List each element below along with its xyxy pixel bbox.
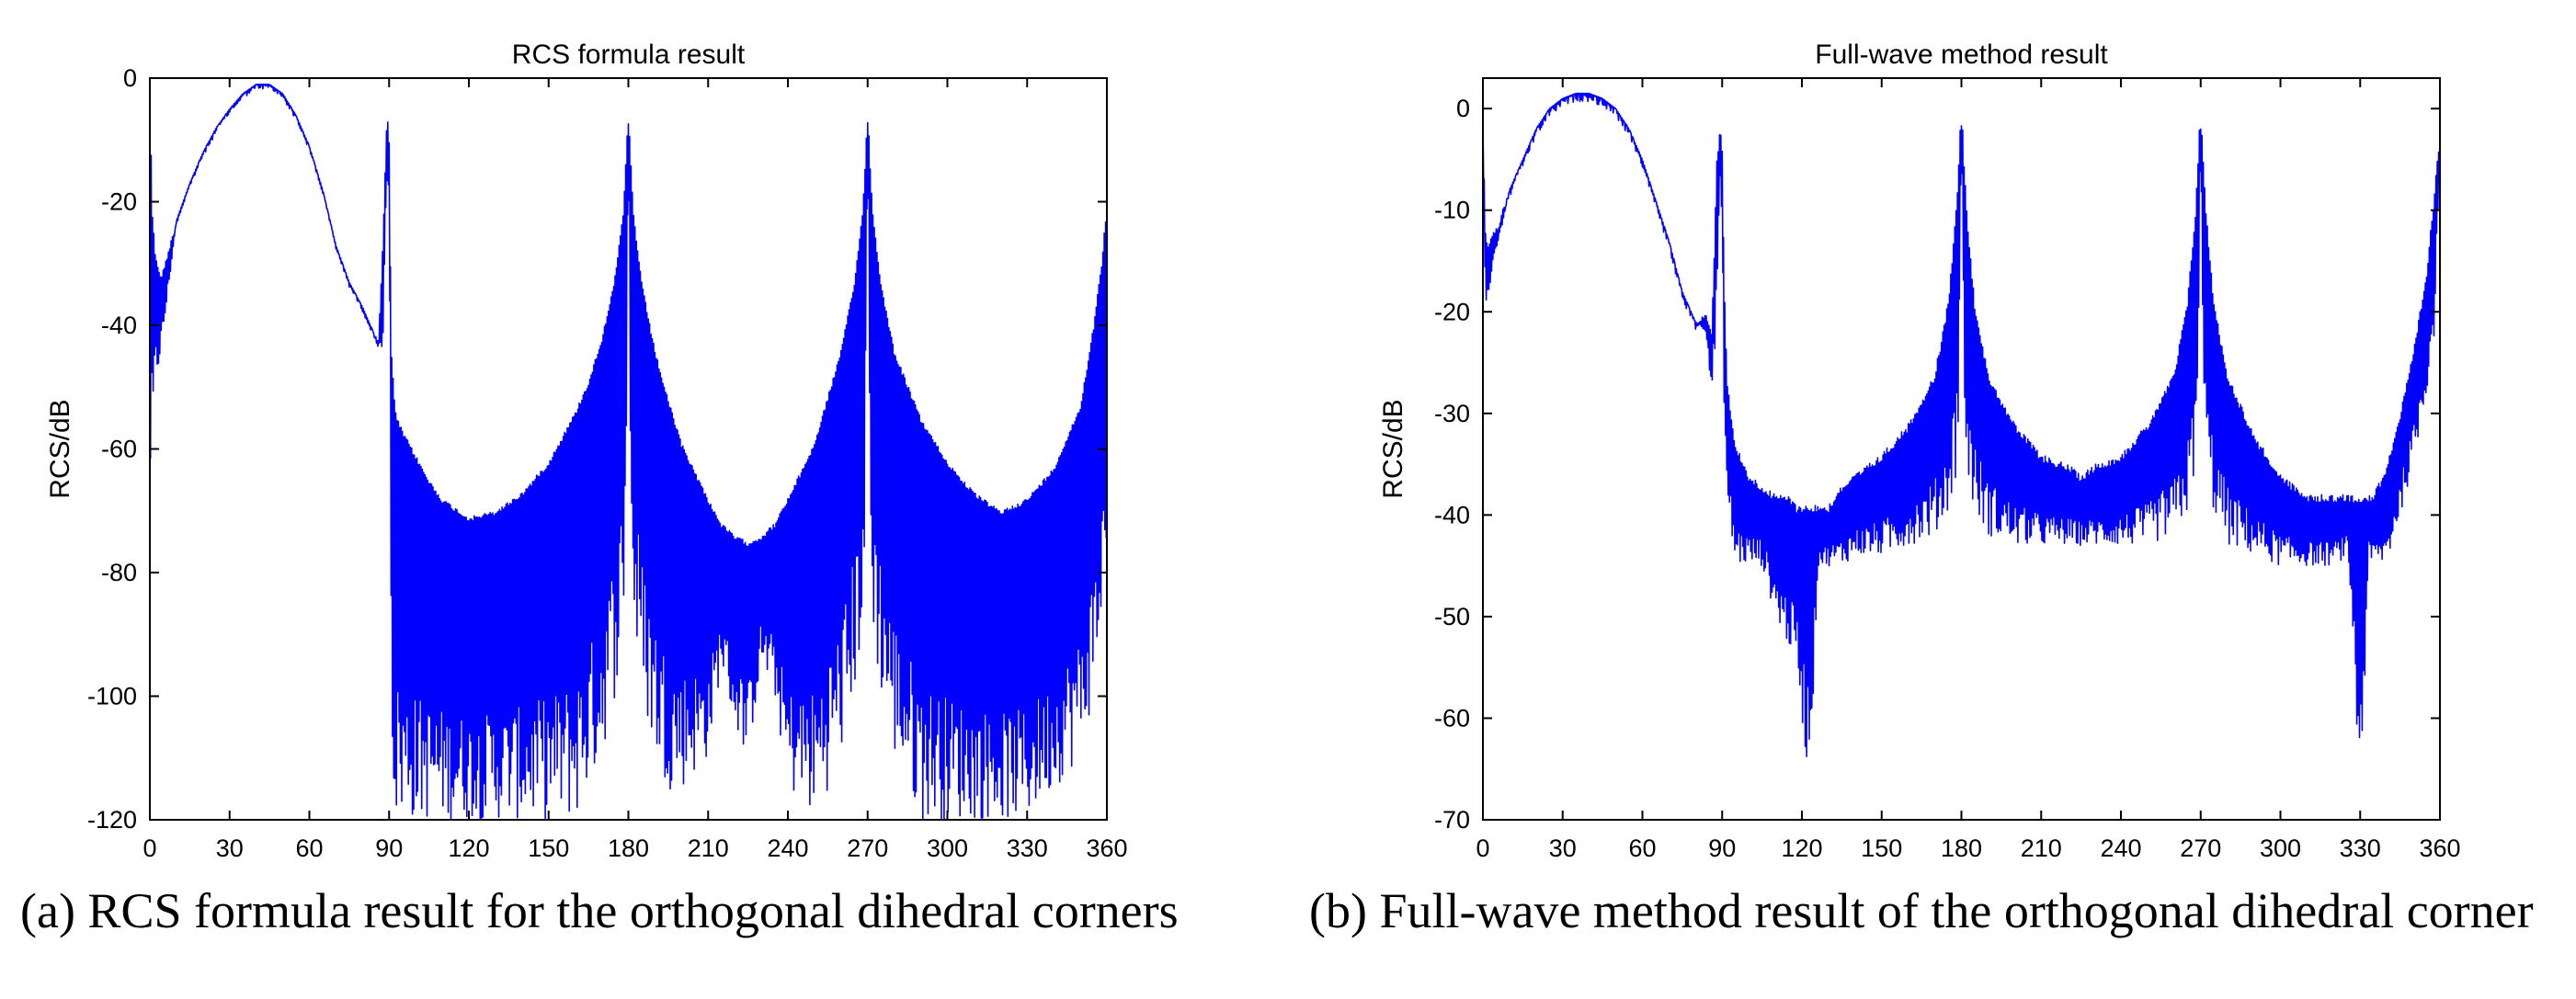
chart1-xtick-label-240: 240 bbox=[767, 834, 808, 862]
chart1-ytick-label-0: 0 bbox=[123, 64, 137, 92]
chart2-xtick-label-300: 300 bbox=[2260, 834, 2301, 862]
chart2-xtick-label-240: 240 bbox=[2100, 834, 2141, 862]
chart1-xtick-label-0: 0 bbox=[142, 834, 156, 862]
chart2-xtick-label-150: 150 bbox=[1861, 834, 1902, 862]
chart1-xtick-label-330: 330 bbox=[1007, 834, 1048, 862]
chart1-xtick-label-270: 270 bbox=[847, 834, 888, 862]
chart1-xlabel: θi/° bbox=[607, 870, 650, 873]
chart2-xtick-label-180: 180 bbox=[1941, 834, 1982, 862]
chart2-series-line-1 bbox=[1482, 92, 2441, 757]
chart2-title: Full-wave method result bbox=[1815, 40, 2108, 70]
chart2-xtick-label-330: 330 bbox=[2340, 834, 2381, 862]
chart1-title: RCS formula result bbox=[512, 40, 746, 70]
chart2-ytick-label--40: -40 bbox=[1434, 501, 1470, 528]
chart2-xtick-label-270: 270 bbox=[2180, 834, 2221, 862]
chart2-ytick-label--70: -70 bbox=[1434, 806, 1470, 834]
chart1-xtick-label-150: 150 bbox=[528, 834, 569, 862]
chart1-xtick-label-90: 90 bbox=[375, 834, 403, 862]
chart1-xtick-label-30: 30 bbox=[216, 834, 244, 862]
chart1-xtick-label-60: 60 bbox=[295, 834, 323, 862]
figure: 0 30 60 90 120 150 180 210 240 270 300 330 3600-20-4… bbox=[45, 40, 2461, 873]
chart2-ytick-label--50: -50 bbox=[1434, 603, 1470, 630]
caption-a: (a) RCS formula result for the orthogona… bbox=[20, 883, 1179, 938]
chart1-ylabel: RCS/dB bbox=[45, 399, 75, 498]
chart1-xtick-label-300: 300 bbox=[927, 834, 968, 862]
chart1-ytick-label--40: -40 bbox=[101, 312, 137, 339]
chart2-ytick-label--10: -10 bbox=[1434, 197, 1470, 224]
chart2-xtick-label-360: 360 bbox=[2419, 834, 2460, 862]
chart2-ytick-label--60: -60 bbox=[1434, 704, 1470, 732]
chart1-ytick-label--100: -100 bbox=[87, 683, 137, 710]
chart2-xtick-label-120: 120 bbox=[1781, 834, 1822, 862]
chart1-ytick-label--20: -20 bbox=[101, 188, 137, 216]
chart1-ytick-label--80: -80 bbox=[101, 559, 137, 586]
chart2-xtick-label-60: 60 bbox=[1628, 834, 1656, 862]
chart1-xtick-label-180: 180 bbox=[608, 834, 649, 862]
chart1-ytick-label--60: -60 bbox=[101, 436, 137, 463]
chart2-plot-frame bbox=[1482, 77, 2441, 821]
chart1-xtick-label-360: 360 bbox=[1086, 834, 1127, 862]
chart1-xtick-label-120: 120 bbox=[448, 834, 489, 862]
chart2-ytick-label--30: -30 bbox=[1434, 400, 1470, 427]
chart1-xtick-label-210: 210 bbox=[688, 834, 729, 862]
chart1-ytick-label--120: -120 bbox=[87, 806, 137, 834]
chart2-ylabel: RCS/dB bbox=[1378, 399, 1408, 498]
chart2-xtick-label-30: 30 bbox=[1549, 834, 1577, 862]
chart2-ytick-label--20: -20 bbox=[1434, 298, 1470, 325]
chart1-series-line-1 bbox=[149, 83, 1108, 821]
chart2-ytick-label-0: 0 bbox=[1456, 95, 1470, 122]
caption-b: (b) Full-wave method result of the ortho… bbox=[1309, 883, 2534, 938]
chart2-xtick-label-90: 90 bbox=[1708, 834, 1736, 862]
chart2-xtick-label-210: 210 bbox=[2021, 834, 2062, 862]
chart2-xlabel: θi/° bbox=[1940, 870, 1983, 873]
chart2-xtick-label-0: 0 bbox=[1476, 834, 1489, 862]
